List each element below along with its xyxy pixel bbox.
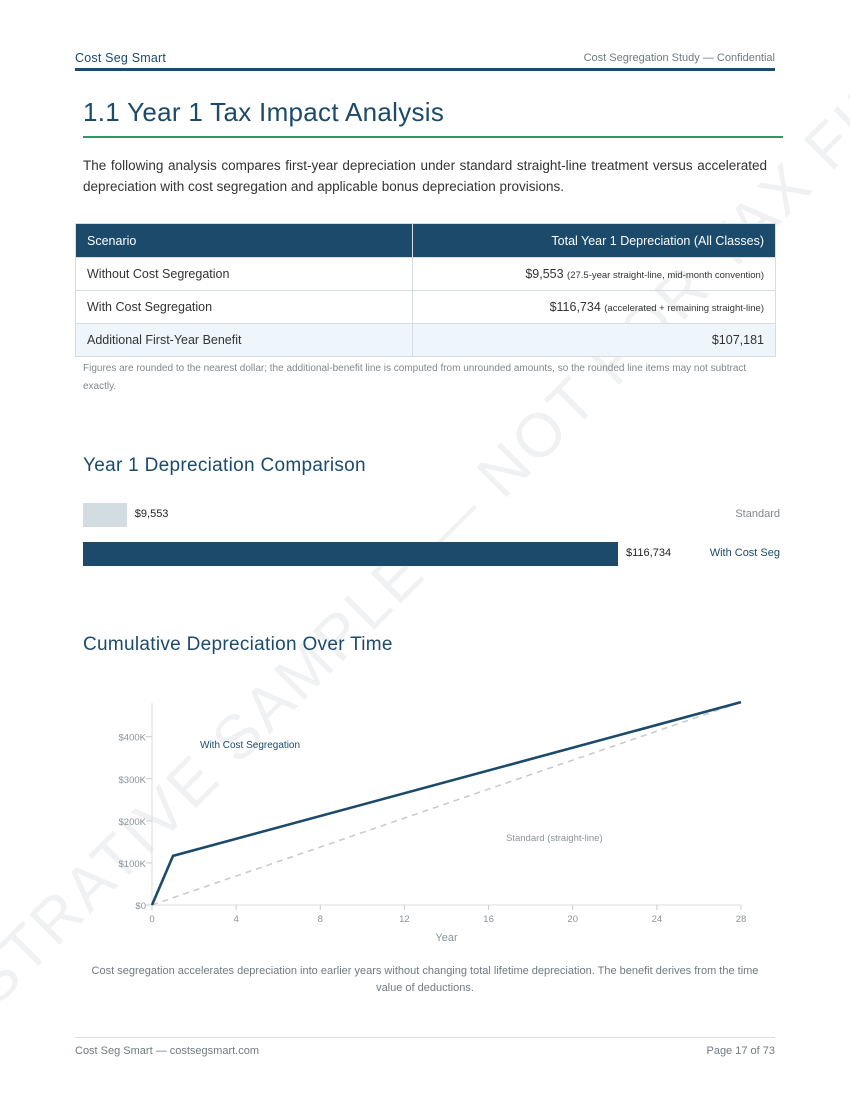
x-tick-label: 28 xyxy=(736,914,747,925)
y-tick-label: $100K xyxy=(119,859,147,870)
bar-category-label: Standard xyxy=(735,508,780,520)
bar-0 xyxy=(83,503,127,527)
column-header-scenario: Scenario xyxy=(75,223,413,258)
amount-cell: $107,181 xyxy=(412,323,776,357)
bar-category-label: With Cost Seg xyxy=(709,547,780,559)
footer-rule xyxy=(75,1037,775,1038)
x-tick-label: 20 xyxy=(567,914,578,925)
depreciation-table: Scenario Total Year 1 Depreciation (All … xyxy=(75,223,776,357)
series-label-cost-seg: With Cost Segregation xyxy=(200,740,300,751)
amount-note: (accelerated + remaining straight-line) xyxy=(604,303,764,314)
y-tick-label: $200K xyxy=(119,817,147,828)
section-title-rule xyxy=(83,136,783,138)
scenario-cell: Additional First-Year Benefit xyxy=(75,323,413,357)
x-axis-label: Year xyxy=(435,932,458,944)
x-tick-label: 0 xyxy=(149,914,154,925)
x-tick-label: 4 xyxy=(233,914,238,925)
scenario-cell: With Cost Segregation xyxy=(75,290,413,324)
table-header-row: Scenario Total Year 1 Depreciation (All … xyxy=(75,223,776,258)
bar-value-label: $9,553 xyxy=(134,508,169,520)
amount-value: $107,181 xyxy=(711,333,764,347)
series-line-standard xyxy=(151,701,742,906)
bar-chart-title: Year 1 Depreciation Comparison xyxy=(83,455,366,476)
x-tick-label: 24 xyxy=(652,914,663,925)
table-row-benefit: Additional First-Year Benefit $107,181 xyxy=(75,323,776,357)
brand-name: Cost Seg Smart xyxy=(75,51,167,65)
amount-value: $116,734 xyxy=(549,300,601,314)
intro-paragraph: The following analysis compares first-ye… xyxy=(83,158,767,194)
bar-1 xyxy=(83,542,618,566)
section-title: 1.1 Year 1 Tax Impact Analysis xyxy=(83,97,445,127)
column-header-depreciation: Total Year 1 Depreciation (All Classes) xyxy=(412,223,776,258)
x-tick-label: 8 xyxy=(318,914,323,925)
y-tick-label: $400K xyxy=(119,733,147,744)
x-tick-label: 12 xyxy=(399,914,410,925)
bar-value-label: $116,734 xyxy=(626,547,672,559)
series-label-standard: Standard (straight-line) xyxy=(506,833,603,844)
footer-site: Cost Seg Smart — costsegsmart.com xyxy=(75,1045,259,1057)
y-tick-label: $300K xyxy=(119,775,147,786)
scenario-cell: Without Cost Segregation xyxy=(75,257,413,291)
header-rule xyxy=(75,68,775,71)
y-tick-label: $0 xyxy=(135,901,146,912)
page-header: Cost Seg Smart Cost Segregation Study — … xyxy=(75,51,775,67)
amount-value: $9,553 xyxy=(525,267,564,281)
chart-caption: Cost segregation accelerates depreciatio… xyxy=(91,965,759,994)
x-tick-label: 16 xyxy=(483,914,494,925)
table-row: Without Cost Segregation $9,553 (27.5-ye… xyxy=(75,257,776,291)
confidential-label: Cost Segregation Study — Confidential xyxy=(583,52,775,64)
page-number: Page 17 of 73 xyxy=(706,1045,775,1057)
table-footnote: Figures are rounded to the nearest dolla… xyxy=(83,363,747,392)
line-chart-title: Cumulative Depreciation Over Time xyxy=(83,634,393,655)
amount-cell: $9,553 (27.5-year straight-line, mid-mon… xyxy=(412,257,776,291)
series-line-cost-seg xyxy=(150,700,742,906)
table-row: With Cost Segregation $116,734 (accelera… xyxy=(75,290,776,324)
amount-note: (27.5-year straight-line, mid-month conv… xyxy=(567,270,764,281)
